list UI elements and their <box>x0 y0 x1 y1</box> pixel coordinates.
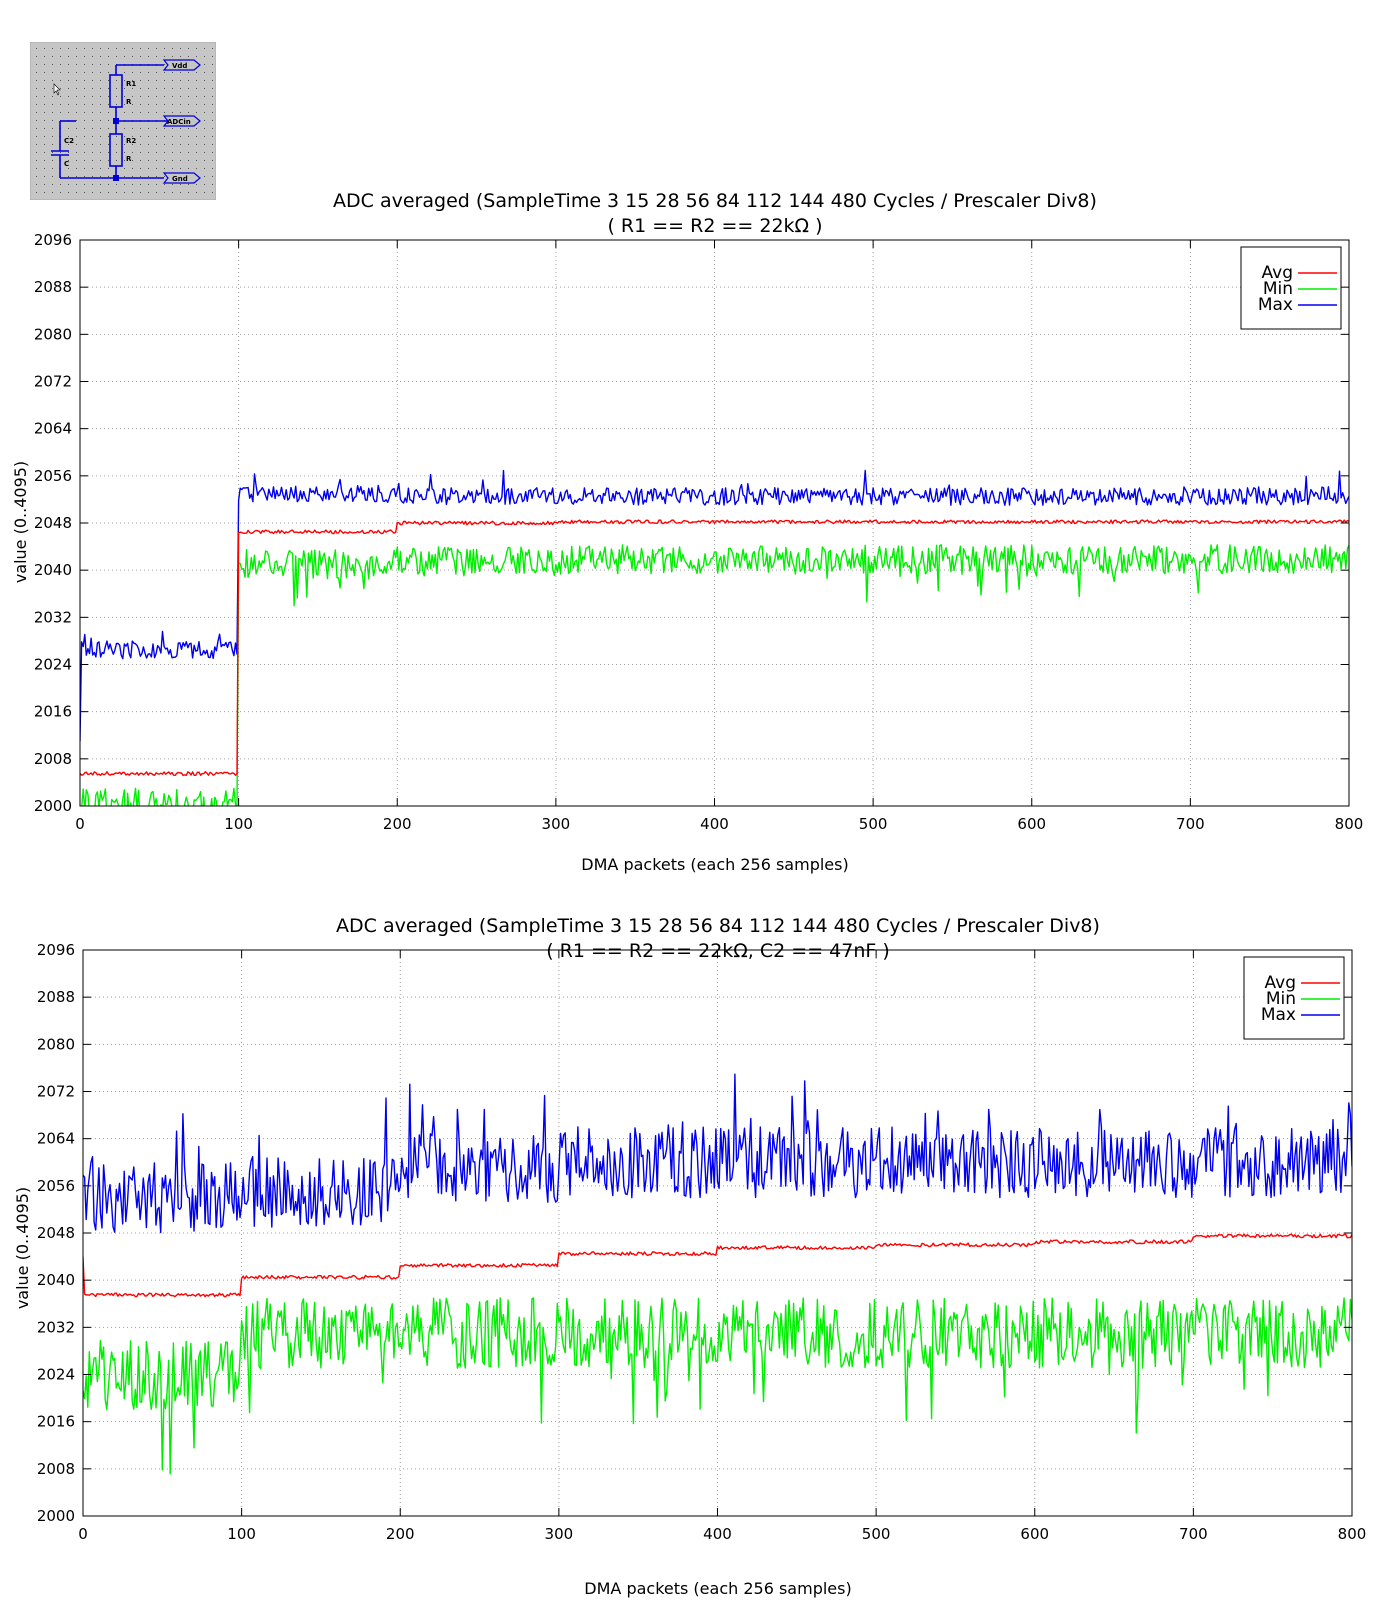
x-tick-label: 700 <box>1176 815 1205 833</box>
y-tick-label: 2088 <box>34 278 72 296</box>
x-tick-label: 500 <box>862 1525 891 1543</box>
y-tick-label: 2064 <box>37 1130 75 1148</box>
grid-lines <box>83 950 1352 1516</box>
chart-subtitle: ( R1 == R2 == 22kΩ ) <box>607 215 822 237</box>
y-tick-label: 2016 <box>34 703 72 721</box>
chart-title: ADC averaged (SampleTime 3 15 28 56 84 1… <box>336 915 1100 937</box>
label-adcin: ADCin <box>167 118 191 126</box>
x-axis-label: DMA packets (each 256 samples) <box>581 855 848 874</box>
y-tick-label: 2080 <box>34 325 72 343</box>
series-lines <box>80 469 1349 806</box>
tick-labels: 2000200820162024203220402048205620642072… <box>37 941 1367 1543</box>
x-tick-label: 500 <box>859 815 888 833</box>
label-r2-type: R <box>126 155 132 163</box>
voltage-divider-schematic: Vdd R1 R ADCin C2 C R2 R Gnd <box>30 42 216 200</box>
y-tick-label: 2048 <box>34 514 72 532</box>
x-tick-label: 100 <box>224 815 253 833</box>
x-tick-label: 200 <box>386 1525 415 1543</box>
y-tick-label: 2072 <box>34 373 72 391</box>
plot-border <box>82 949 1353 1517</box>
series-line-min <box>80 544 1349 806</box>
legend-label-avg: Avg <box>1262 263 1294 283</box>
plot-frame <box>79 239 1350 807</box>
x-tick-label: 100 <box>227 1525 256 1543</box>
series-line-min <box>83 1297 1352 1475</box>
y-axis-label: value (0..4095) <box>13 1187 32 1309</box>
y-tick-label: 2056 <box>37 1177 75 1195</box>
plot-frame <box>82 949 1353 1517</box>
mouse-cursor-icon <box>53 83 61 96</box>
y-tick-label: 2008 <box>37 1460 75 1478</box>
legend-label-max: Max <box>1261 1005 1296 1025</box>
y-tick-label: 2072 <box>37 1083 75 1101</box>
series-line-max <box>80 469 1349 742</box>
x-tick-label: 0 <box>78 1525 88 1543</box>
x-tick-label: 300 <box>542 815 571 833</box>
y-tick-label: 2024 <box>34 656 72 674</box>
series-line-avg <box>80 519 1349 776</box>
series-lines <box>83 1073 1352 1475</box>
x-tick-label: 400 <box>700 815 729 833</box>
x-tick-label: 300 <box>545 1525 574 1543</box>
y-tick-label: 2040 <box>37 1271 75 1289</box>
x-tick-label: 600 <box>1017 815 1046 833</box>
y-tick-label: 2096 <box>34 231 72 249</box>
junction-dot-icon <box>113 118 119 124</box>
junction-dot-icon <box>113 175 119 181</box>
label-gnd: Gnd <box>172 175 188 183</box>
chart-bottom: ADC averaged (SampleTime 3 15 28 56 84 1… <box>13 915 1367 1598</box>
x-tick-label: 200 <box>383 815 412 833</box>
x-tick-label: 800 <box>1338 1525 1367 1543</box>
series-line-avg <box>83 1233 1352 1298</box>
plot-border <box>79 239 1350 807</box>
label-r1: R1 <box>126 80 136 88</box>
port-tags <box>162 59 201 184</box>
x-tick-label: 600 <box>1020 1525 1049 1543</box>
tick-labels: 2000200820162024203220402048205620642072… <box>34 231 1364 833</box>
x-tick-label: 700 <box>1179 1525 1208 1543</box>
schematic-grid-dots <box>36 48 213 193</box>
y-tick-label: 2024 <box>37 1366 75 1384</box>
legend-label-avg: Avg <box>1265 973 1297 993</box>
label-r2: R2 <box>126 137 136 145</box>
label-vdd: Vdd <box>172 62 187 70</box>
y-tick-label: 2032 <box>37 1318 75 1336</box>
y-tick-label: 2064 <box>34 420 72 438</box>
x-tick-label: 400 <box>703 1525 732 1543</box>
x-axis-label: DMA packets (each 256 samples) <box>584 1579 851 1598</box>
y-tick-label: 2008 <box>34 750 72 768</box>
y-tick-label: 2040 <box>34 561 72 579</box>
series-line-max <box>83 1073 1352 1234</box>
y-tick-label: 2048 <box>37 1224 75 1242</box>
label-c2-type: C <box>64 160 69 168</box>
label-r1-type: R <box>126 98 132 106</box>
y-tick-label: 2000 <box>34 797 72 815</box>
y-tick-label: 2096 <box>37 941 75 959</box>
x-tick-label: 800 <box>1335 815 1364 833</box>
x-tick-label: 0 <box>75 815 85 833</box>
chart-title: ADC averaged (SampleTime 3 15 28 56 84 1… <box>333 190 1097 212</box>
label-c2: C2 <box>64 137 74 145</box>
y-tick-label: 2016 <box>37 1413 75 1431</box>
legend-label-min: Min <box>1263 279 1293 299</box>
legend-label-max: Max <box>1258 295 1293 315</box>
y-tick-label: 2000 <box>37 1507 75 1525</box>
legend-box <box>1240 246 1342 330</box>
y-tick-label: 2032 <box>34 608 72 626</box>
y-tick-label: 2056 <box>34 467 72 485</box>
chart-top: ADC averaged (SampleTime 3 15 28 56 84 1… <box>11 190 1364 874</box>
y-tick-label: 2088 <box>37 988 75 1006</box>
legend-label-min: Min <box>1266 989 1296 1009</box>
legend-box <box>1243 956 1345 1040</box>
y-axis-label: value (0..4095) <box>11 461 30 583</box>
y-tick-label: 2080 <box>37 1035 75 1053</box>
